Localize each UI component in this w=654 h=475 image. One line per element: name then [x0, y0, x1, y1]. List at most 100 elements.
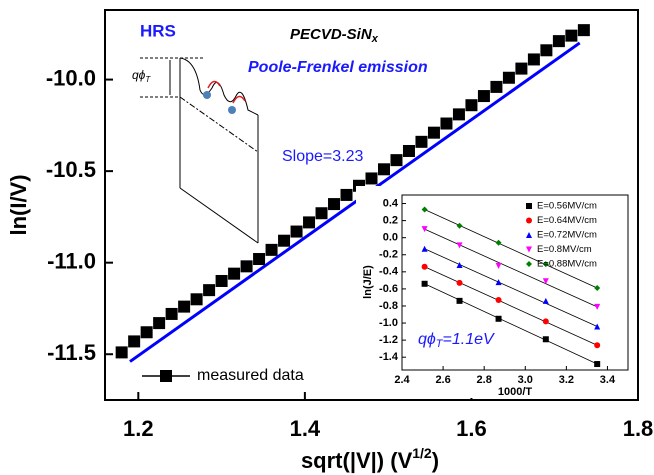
x-axis-label-end: )	[432, 448, 439, 473]
marker	[542, 278, 549, 285]
marker	[542, 297, 549, 304]
annotation: PECVD-SiNx	[290, 26, 379, 45]
fit-line	[424, 248, 598, 327]
fit-line	[424, 209, 598, 289]
x-tick-label: 1.2	[123, 416, 154, 441]
legend-label: E=0.56MV/cm	[537, 201, 597, 212]
diagram-arrow	[207, 80, 221, 89]
marker	[178, 300, 191, 313]
x-tick-label: 3.2	[559, 374, 574, 386]
marker	[594, 342, 601, 349]
y-tick-label: -1.2	[379, 334, 398, 346]
diagram-label-sub: T	[145, 75, 151, 84]
y-tick-label: -11.5	[47, 340, 96, 365]
marker	[515, 62, 528, 75]
inset-y-label: ln(J/E)	[362, 265, 374, 299]
x-tick-label: 3.0	[518, 374, 533, 386]
marker	[377, 163, 390, 176]
x-axis-label: sqrt(|V|) (V1/2)	[301, 445, 439, 473]
marker	[526, 217, 532, 224]
marker	[427, 126, 440, 139]
annotation: Slope=3.23	[282, 148, 364, 165]
marker	[452, 108, 465, 121]
marker	[490, 80, 503, 93]
inset-annotation: qϕT=1.1eV	[418, 331, 495, 350]
marker	[495, 279, 502, 286]
marker	[290, 225, 303, 238]
marker	[390, 154, 403, 167]
marker	[140, 326, 153, 339]
marker	[594, 285, 601, 292]
marker	[542, 336, 549, 343]
legend-label: E=0.88MV/cm	[537, 259, 597, 270]
x-tick-label: 1.6	[456, 416, 487, 441]
x-axis-label-text: sqrt(|V|) (V	[301, 448, 413, 473]
legend-label: E=0.72MV/cm	[537, 230, 597, 241]
marker	[421, 206, 428, 213]
diagram-label-text: qϕ	[132, 68, 146, 82]
marker	[240, 260, 253, 273]
fit-line	[424, 228, 598, 308]
main-plot: 1.2 1.4 1.6 1.8 -10.0 -10.5 -11.0 -11.5 measured…	[46, 9, 653, 441]
marker	[165, 307, 178, 320]
y-tick-label: -11.0	[47, 248, 96, 273]
marker	[421, 280, 428, 287]
y-tick-label: 0.4	[383, 197, 399, 209]
y-tick-label: -0.2	[379, 249, 398, 261]
x-tick-label: 2.6	[435, 374, 450, 386]
band-diagram	[140, 57, 259, 244]
marker	[402, 144, 415, 157]
y-tick-label: 0.2	[383, 215, 398, 227]
marker	[594, 361, 601, 368]
inset-annotation-text: qϕ	[418, 331, 436, 348]
marker	[115, 346, 128, 359]
y-tick-label: -10.5	[46, 157, 96, 182]
marker	[365, 172, 378, 185]
marker	[160, 370, 172, 382]
marker	[421, 245, 428, 252]
marker	[594, 323, 601, 330]
marker	[577, 24, 590, 37]
fit-line	[129, 41, 581, 363]
diagram-label: qϕT	[132, 68, 151, 84]
x-tick-label: 2.4	[394, 374, 410, 386]
inset-plot: 2.4 2.6 2.8 3.0 3.2 3.4 0.4 0.2 0.0 -0.2 -0.4 -0.6 -…	[379, 194, 629, 386]
y-tick-label: -0.8	[379, 300, 398, 312]
plot-frame	[401, 194, 629, 371]
diagram-line	[179, 96, 259, 153]
inset-x-label: 1000/T	[498, 386, 533, 398]
marker	[542, 261, 549, 268]
marker	[456, 242, 463, 249]
marker	[527, 53, 540, 66]
plot-frame	[104, 9, 639, 401]
marker	[495, 315, 502, 322]
x-tick-label: 3.4	[600, 374, 616, 386]
marker	[565, 29, 578, 42]
diagram-line	[179, 187, 259, 244]
marker	[328, 198, 341, 211]
marker	[502, 71, 515, 84]
annotation: HRS	[140, 21, 176, 40]
y-tick-label: -1.0	[379, 317, 398, 329]
x-tick-label: 1.4	[290, 416, 321, 441]
y-tick-label: -0.6	[379, 283, 398, 295]
marker	[465, 99, 478, 112]
marker	[203, 284, 216, 297]
y-tick-label: -1.4	[379, 351, 399, 363]
marker	[495, 262, 502, 269]
marker	[594, 303, 601, 310]
marker	[278, 234, 291, 247]
marker	[526, 203, 532, 209]
inset-annotation-end: =1.1eV	[443, 331, 495, 348]
fit-line	[424, 283, 598, 365]
marker	[526, 261, 532, 267]
marker	[526, 246, 532, 253]
marker	[440, 117, 453, 130]
marker	[456, 279, 463, 286]
legend-label: E=0.64MV/cm	[537, 215, 597, 226]
marker	[315, 207, 328, 220]
marker	[495, 239, 502, 246]
marker	[253, 253, 266, 266]
marker	[456, 222, 463, 229]
